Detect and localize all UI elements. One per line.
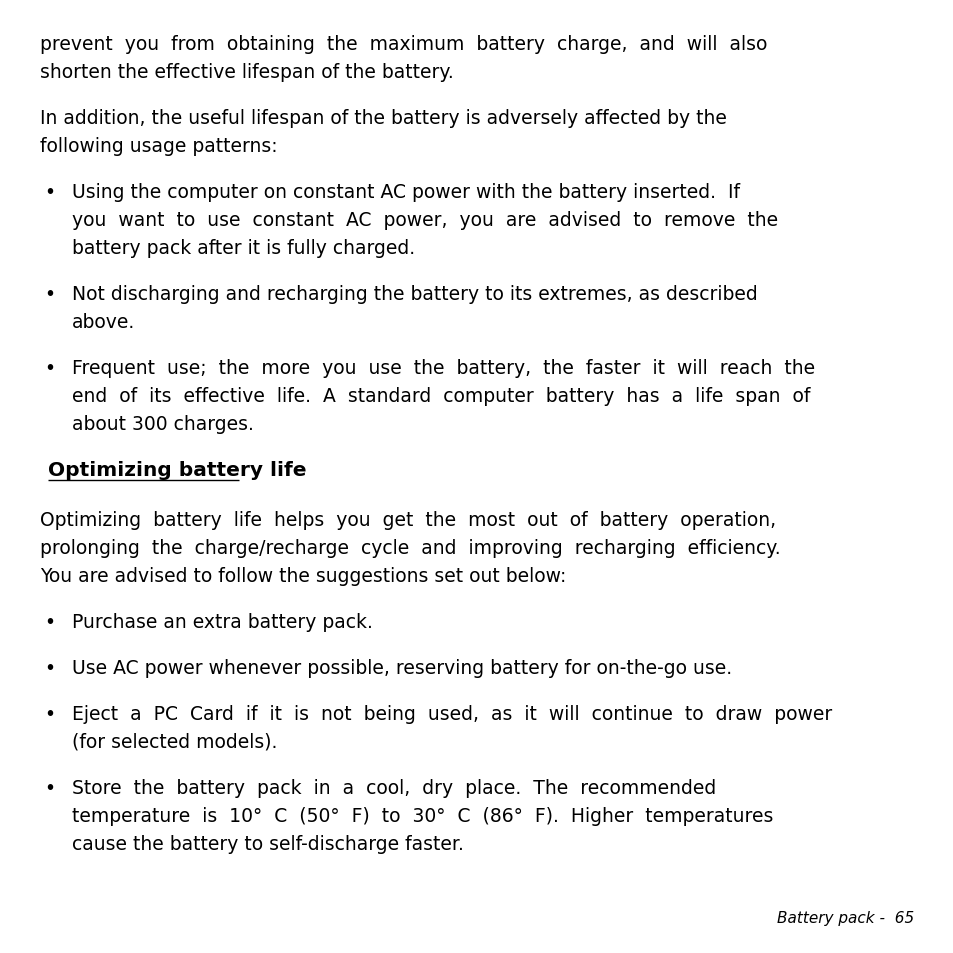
Text: prolonging  the  charge/recharge  cycle  and  improving  recharging  efficiency.: prolonging the charge/recharge cycle and… <box>40 538 780 558</box>
Text: prevent  you  from  obtaining  the  maximum  battery  charge,  and  will  also: prevent you from obtaining the maximum b… <box>40 35 766 54</box>
Text: Store  the  battery  pack  in  a  cool,  dry  place.  The  recommended: Store the battery pack in a cool, dry pl… <box>71 779 716 797</box>
Text: Eject  a  PC  Card  if  it  is  not  being  used,  as  it  will  continue  to  d: Eject a PC Card if it is not being used,… <box>71 704 831 723</box>
Text: battery pack after it is fully charged.: battery pack after it is fully charged. <box>71 239 415 257</box>
Text: you  want  to  use  constant  AC  power,  you  are  advised  to  remove  the: you want to use constant AC power, you a… <box>71 211 778 230</box>
Text: •: • <box>45 358 55 377</box>
Text: •: • <box>45 659 55 678</box>
Text: above.: above. <box>71 313 135 332</box>
Text: •: • <box>45 285 55 304</box>
Text: In addition, the useful lifespan of the battery is adversely affected by the: In addition, the useful lifespan of the … <box>40 109 726 128</box>
Text: following usage patterns:: following usage patterns: <box>40 137 277 156</box>
Text: You are advised to follow the suggestions set out below:: You are advised to follow the suggestion… <box>40 566 566 585</box>
Text: Optimizing battery life: Optimizing battery life <box>48 460 306 479</box>
Text: •: • <box>45 613 55 631</box>
Text: about 300 charges.: about 300 charges. <box>71 415 253 434</box>
Text: Purchase an extra battery pack.: Purchase an extra battery pack. <box>71 613 373 631</box>
Text: (for selected models).: (for selected models). <box>71 732 277 751</box>
Text: temperature  is  10°  C  (50°  F)  to  30°  C  (86°  F).  Higher  temperatures: temperature is 10° C (50° F) to 30° C (8… <box>71 806 773 825</box>
Text: Battery pack -  65: Battery pack - 65 <box>776 910 913 925</box>
Text: Use AC power whenever possible, reserving battery for on-the-go use.: Use AC power whenever possible, reservin… <box>71 659 731 678</box>
Text: Using the computer on constant AC power with the battery inserted.  If: Using the computer on constant AC power … <box>71 183 740 202</box>
Text: shorten the effective lifespan of the battery.: shorten the effective lifespan of the ba… <box>40 63 454 82</box>
Text: Optimizing  battery  life  helps  you  get  the  most  out  of  battery  operati: Optimizing battery life helps you get th… <box>40 511 776 530</box>
Text: end  of  its  effective  life.  A  standard  computer  battery  has  a  life  sp: end of its effective life. A standard co… <box>71 387 809 406</box>
Text: cause the battery to self-discharge faster.: cause the battery to self-discharge fast… <box>71 834 463 853</box>
Text: Not discharging and recharging the battery to its extremes, as described: Not discharging and recharging the batte… <box>71 285 757 304</box>
Text: Frequent  use;  the  more  you  use  the  battery,  the  faster  it  will  reach: Frequent use; the more you use the batte… <box>71 358 814 377</box>
Text: •: • <box>45 704 55 723</box>
Text: •: • <box>45 183 55 202</box>
Text: •: • <box>45 779 55 797</box>
